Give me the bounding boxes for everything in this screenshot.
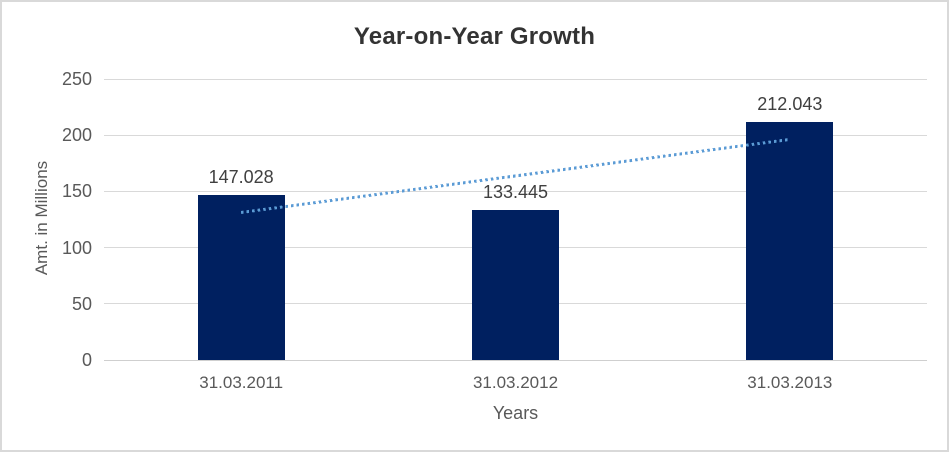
y-tick-label: 150 xyxy=(61,181,92,202)
bar xyxy=(746,121,834,360)
x-tick-label: 31.03.2011 xyxy=(199,373,284,392)
gridline xyxy=(104,134,927,136)
bar xyxy=(197,194,285,360)
x-tick-label: 31.03.2013 xyxy=(747,373,833,392)
bar-value-label: 133.445 xyxy=(482,182,549,202)
bar xyxy=(472,210,559,360)
y-tick-label: 50 xyxy=(71,293,92,314)
gridline xyxy=(104,190,927,192)
y-tick-label: 250 xyxy=(61,69,92,89)
chart-title: Year-on-Year Growth xyxy=(353,23,596,50)
gridline xyxy=(104,78,927,80)
y-tick-label: 0 xyxy=(81,350,92,370)
y-tick-label: 200 xyxy=(61,125,92,146)
y-tick-label: 100 xyxy=(61,237,92,258)
bar-value-label: 212.043 xyxy=(757,93,823,114)
x-tick-label: 31.03.2012 xyxy=(472,373,559,392)
bar-value-label: 147.028 xyxy=(208,166,274,187)
x-axis-label: Years xyxy=(492,403,539,423)
x-axis-line xyxy=(104,359,927,361)
